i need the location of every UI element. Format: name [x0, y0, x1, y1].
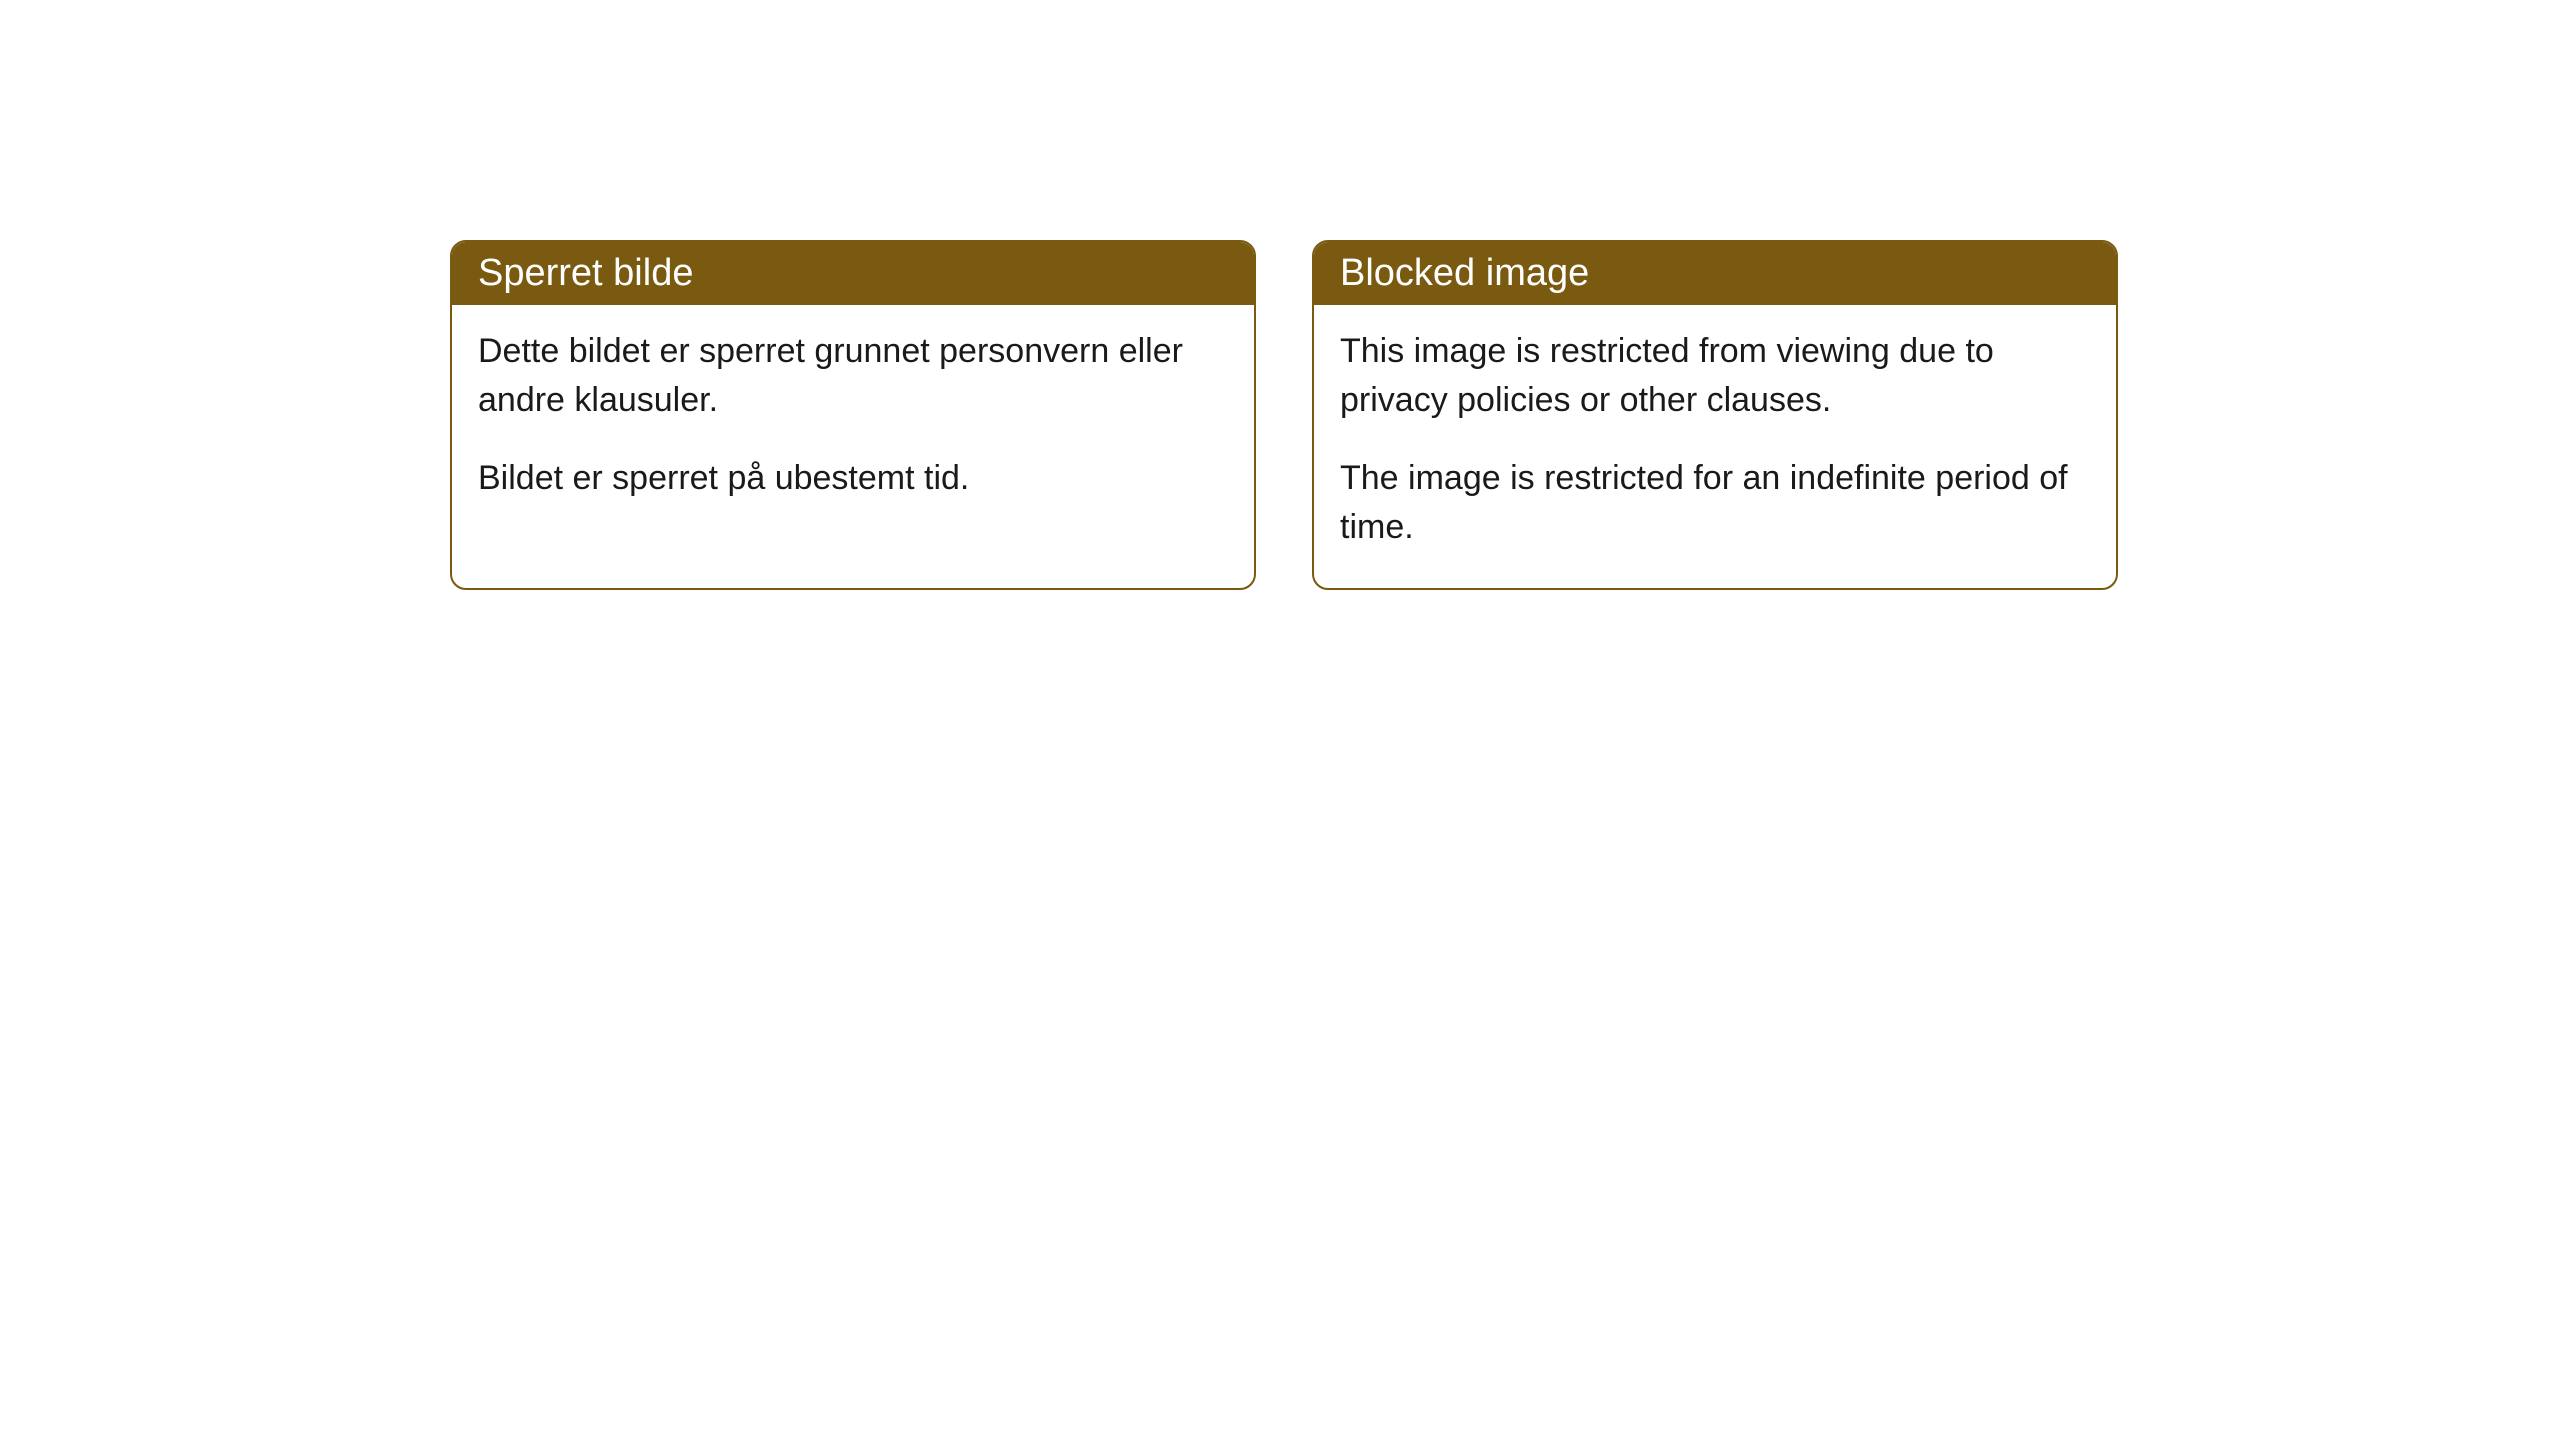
card-paragraph: This image is restricted from viewing du…: [1340, 327, 2090, 426]
card-header: Blocked image: [1314, 242, 2116, 305]
blocked-image-card-norwegian: Sperret bilde Dette bildet er sperret gr…: [450, 240, 1256, 590]
card-body: This image is restricted from viewing du…: [1314, 305, 2116, 588]
blocked-image-card-english: Blocked image This image is restricted f…: [1312, 240, 2118, 590]
card-title: Sperret bilde: [478, 252, 693, 294]
card-paragraph: The image is restricted for an indefinit…: [1340, 454, 2090, 553]
card-body: Dette bildet er sperret grunnet personve…: [452, 305, 1254, 539]
card-paragraph: Dette bildet er sperret grunnet personve…: [478, 327, 1228, 426]
card-title: Blocked image: [1340, 252, 1589, 294]
notice-cards-container: Sperret bilde Dette bildet er sperret gr…: [450, 240, 2118, 590]
card-paragraph: Bildet er sperret på ubestemt tid.: [478, 454, 1228, 503]
card-header: Sperret bilde: [452, 242, 1254, 305]
